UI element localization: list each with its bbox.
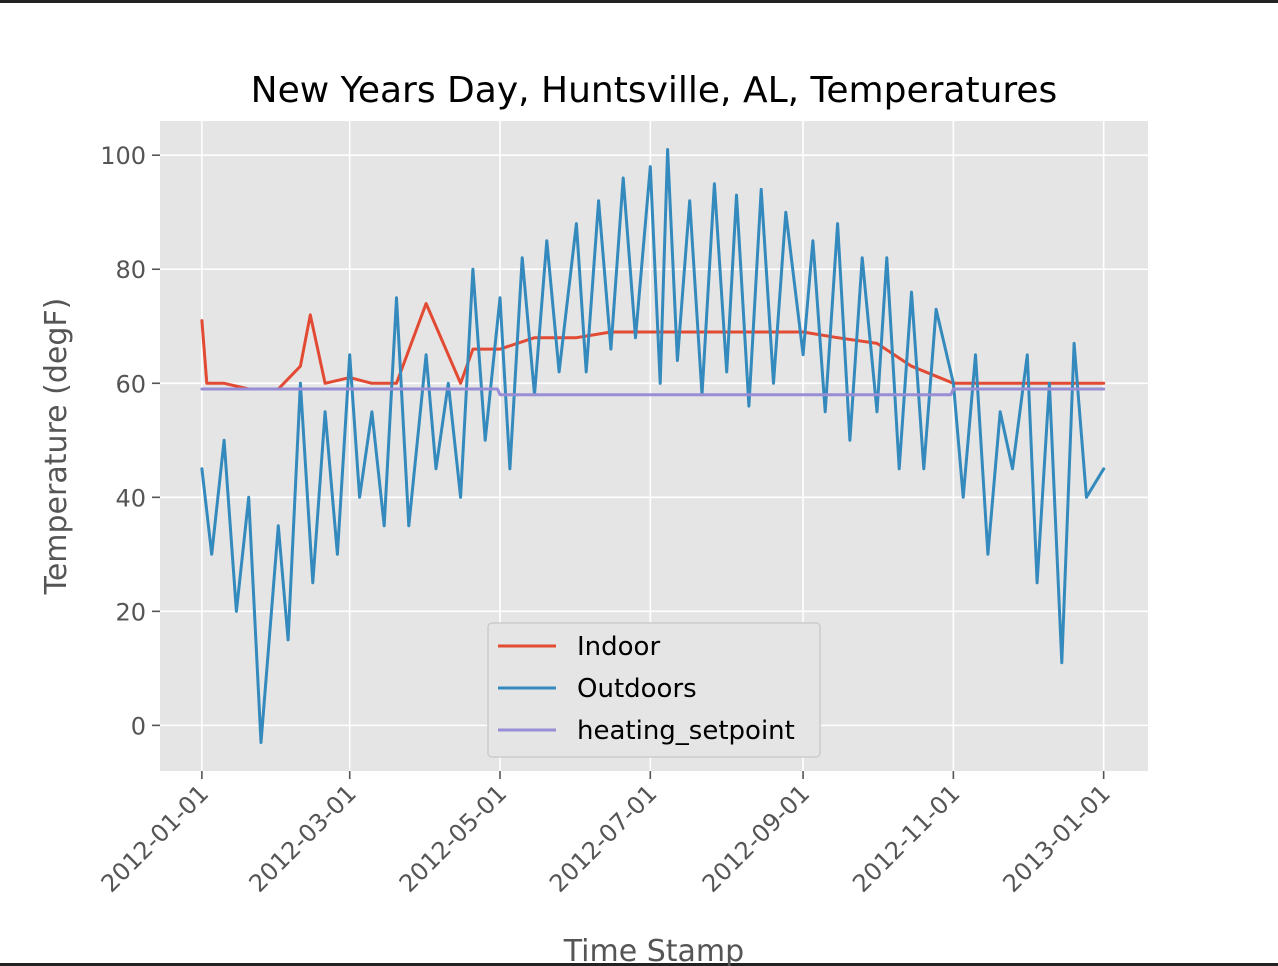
y-tick-label: 0 xyxy=(131,712,146,740)
y-tick-label: 100 xyxy=(100,142,146,170)
series-line-outdoors xyxy=(200,148,1106,744)
series-layer xyxy=(200,148,1106,744)
y-tick-label: 80 xyxy=(115,256,146,284)
legend[interactable]: Indoor Outdoors heating_setpoint xyxy=(487,622,821,758)
y-tick-label: 40 xyxy=(115,484,146,512)
x-tick-label: 2012-05-01 xyxy=(394,779,512,897)
legend-box xyxy=(487,622,821,758)
x-axis-title: Time Stamp xyxy=(563,934,744,966)
top-border xyxy=(0,0,1278,3)
legend-label: Indoor xyxy=(577,632,660,662)
y-axis-title: Temperature (degF) xyxy=(39,298,74,596)
x-tick-label: 2012-03-01 xyxy=(244,779,362,897)
x-tick-label: 2012-11-01 xyxy=(847,779,965,897)
x-tick-label: 2013-01-01 xyxy=(997,779,1115,897)
legend-label: heating_setpoint xyxy=(577,716,795,746)
x-tick-label: 2012-01-01 xyxy=(96,779,214,897)
chart-title: New Years Day, Huntsville, AL, Temperatu… xyxy=(251,70,1058,111)
series-line-heating-setpoint xyxy=(200,387,1106,397)
y-tick-label: 20 xyxy=(115,598,146,626)
x-tick-label: 2012-07-01 xyxy=(544,779,662,897)
x-tick-label: 2012-09-01 xyxy=(697,779,815,897)
legend-label: Outdoors xyxy=(577,674,697,704)
bottom-border xyxy=(0,963,1278,966)
y-tick-label: 60 xyxy=(115,370,146,398)
series-line-indoor xyxy=(200,302,1106,391)
